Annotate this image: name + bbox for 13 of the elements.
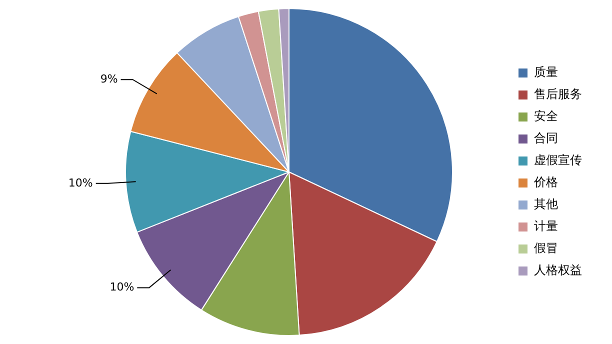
legend-label: 计量	[534, 219, 558, 234]
legend-label: 虚假宣传	[534, 153, 582, 168]
data-label: 9%	[100, 72, 118, 86]
legend-label: 合同	[534, 131, 558, 146]
legend-label: 安全	[534, 109, 558, 124]
legend-label: 质量	[534, 65, 558, 80]
legend-label: 价格	[533, 175, 558, 190]
data-label: 10%	[110, 280, 134, 294]
data-label: 10%	[68, 176, 93, 190]
legend-label: 售后服务	[534, 87, 582, 102]
legend-label: 其他	[534, 197, 558, 212]
legend-label: 假冒	[534, 241, 558, 256]
legend-label: 人格权益	[534, 263, 582, 278]
